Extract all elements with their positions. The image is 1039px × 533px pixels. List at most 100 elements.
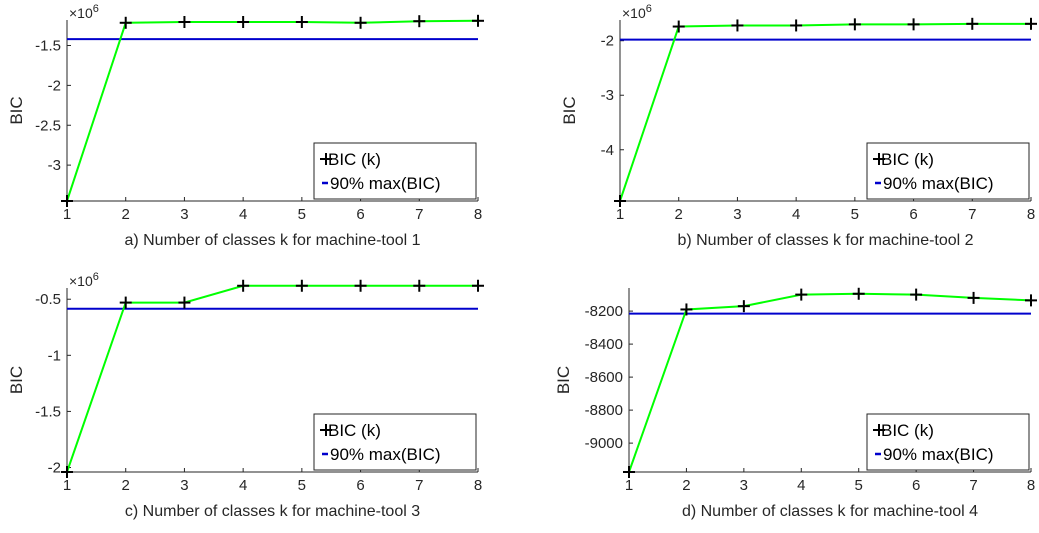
series-line-bic — [66, 19, 479, 202]
legend-label-bic: BIC (k) — [328, 150, 381, 169]
x-tick-label: 4 — [797, 477, 805, 494]
legend-box — [866, 413, 1030, 471]
x-tick-label: 4 — [239, 206, 247, 223]
legend-box — [866, 142, 1030, 200]
data-point-marker — [295, 15, 308, 28]
data-point-marker — [354, 16, 367, 29]
x-tick-label: 1 — [63, 206, 71, 223]
axis-exponent-label: ×106 — [622, 3, 652, 21]
data-point-marker — [237, 15, 250, 28]
data-point-marker — [966, 17, 979, 30]
x-tick-label: 3 — [180, 206, 188, 223]
exponent-base: ×10 — [69, 273, 93, 289]
x-tick-label: 5 — [298, 477, 306, 494]
y-tick-label: -8200 — [585, 303, 623, 320]
y-tick-label: -3 — [48, 157, 61, 174]
x-tick-label: 4 — [239, 477, 247, 494]
data-point-marker — [178, 296, 191, 309]
legend-marker-bic — [320, 424, 332, 436]
y-axis-label: BIC — [554, 366, 573, 394]
exponent-power: 6 — [93, 271, 99, 283]
data-point-marker — [623, 466, 635, 478]
legend-box — [313, 142, 477, 200]
data-point-marker — [795, 288, 808, 301]
legend-label-threshold: 90% max(BIC) — [330, 174, 441, 193]
x-tick-label: 2 — [122, 206, 130, 223]
exponent-base: ×10 — [622, 5, 646, 21]
y-tick-label: -2 — [601, 33, 614, 50]
legend: BIC (k) 90% max(BIC) — [313, 413, 477, 471]
data-point-marker — [413, 15, 426, 28]
data-point-marker — [413, 279, 426, 292]
chart-panel-a: 1 2 3 4 5 6 7 8 -3 -2.5 -2 -1.5 a) Number of classes… — [7, 3, 484, 249]
data-point-marker — [910, 288, 923, 301]
y-axis-label: BIC — [7, 366, 26, 394]
y-axis-label: BIC — [7, 96, 26, 124]
x-tick-label: 5 — [298, 206, 306, 223]
exponent-power: 6 — [646, 3, 652, 15]
series-line-bic — [628, 292, 1032, 473]
legend-marker-bic — [320, 153, 332, 165]
legend: BIC (k) 90% max(BIC) — [866, 413, 1030, 471]
x-tick-label: 6 — [912, 477, 920, 494]
data-point-marker — [472, 279, 484, 292]
data-point-marker — [119, 296, 132, 309]
y-tick-label: -9000 — [585, 435, 623, 452]
chart-panel-c: 1 2 3 4 5 6 7 8 -2 -1.5 -1 -0.5 c) Number of classes… — [7, 271, 484, 520]
data-point-marker — [178, 15, 191, 28]
data-point-marker — [614, 195, 626, 207]
x-tick-label: 8 — [1027, 477, 1035, 494]
data-point-marker — [790, 19, 803, 32]
y-tick-label: -8600 — [585, 369, 623, 386]
y-tick-label: -0.5 — [35, 291, 61, 308]
exponent-power: 6 — [93, 3, 99, 15]
x-tick-label: 2 — [675, 206, 683, 223]
x-axis-label: a) Number of classes k for machine-tool … — [124, 232, 420, 249]
y-tick-label: -2 — [48, 77, 61, 94]
data-point-marker — [61, 195, 73, 207]
data-point-marker — [852, 287, 865, 300]
data-point-marker — [1025, 17, 1037, 30]
x-tick-label: 6 — [356, 477, 364, 494]
x-tick-label: 8 — [474, 206, 482, 223]
x-tick-label: 7 — [968, 206, 976, 223]
x-tick-label: 7 — [969, 477, 977, 494]
legend-marker-bic — [873, 153, 885, 165]
x-tick-label: 1 — [63, 477, 71, 494]
x-axis-label: d) Number of classes k for machine-tool … — [682, 503, 978, 520]
legend-label-threshold: 90% max(BIC) — [883, 445, 994, 464]
x-tick-label: 1 — [625, 477, 633, 494]
data-point-marker — [61, 466, 73, 478]
x-tick-label: 4 — [792, 206, 800, 223]
axis-exponent-label: ×106 — [69, 3, 99, 21]
legend-label-bic: BIC (k) — [881, 421, 934, 440]
data-point-marker — [354, 279, 367, 292]
data-point-marker — [737, 300, 750, 313]
y-tick-label: -4 — [601, 142, 614, 159]
x-axis-label: c) Number of classes k for machine-tool … — [125, 503, 420, 520]
y-tick-label: -1.5 — [35, 38, 61, 55]
x-tick-label: 6 — [909, 206, 917, 223]
legend-box — [313, 413, 477, 471]
legend: BIC (k) 90% max(BIC) — [313, 142, 477, 200]
axis-exponent-label: ×106 — [69, 271, 99, 289]
y-tick-label: -2 — [48, 460, 61, 477]
y-axis-label: BIC — [560, 96, 579, 124]
x-tick-label: 3 — [740, 477, 748, 494]
x-tick-label: 5 — [851, 206, 859, 223]
data-point-marker — [472, 14, 484, 27]
x-tick-label: 1 — [616, 206, 624, 223]
series-line-bic — [619, 22, 1031, 202]
data-point-marker — [967, 291, 980, 304]
y-tick-label: -1.5 — [35, 403, 61, 420]
data-point-marker — [680, 303, 693, 316]
data-point-marker — [731, 19, 744, 32]
x-tick-label: 6 — [356, 206, 364, 223]
chart-panel-b: 1 2 3 4 5 6 7 8 -4 -3 -2 b) Number of classes k for… — [560, 3, 1037, 249]
legend-label-threshold: 90% max(BIC) — [330, 445, 441, 464]
x-tick-label: 8 — [1027, 206, 1035, 223]
chart-panel-d: 1 2 3 4 5 6 7 8 -9000 -8800 -8600 -8400 -8200 d) Numb… — [554, 287, 1037, 520]
x-tick-label: 3 — [180, 477, 188, 494]
y-tick-label: -1 — [48, 347, 61, 364]
